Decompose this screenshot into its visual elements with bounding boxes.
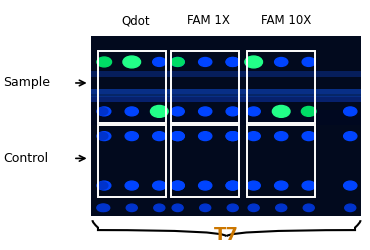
Circle shape [245,56,262,68]
Circle shape [98,107,111,116]
Circle shape [247,132,260,140]
Bar [91,96,361,102]
Circle shape [97,57,112,67]
Circle shape [171,58,184,66]
Circle shape [302,181,315,190]
Bar [248,51,315,122]
Bar [91,89,361,94]
Circle shape [98,181,111,190]
Circle shape [344,107,357,116]
Bar [91,36,361,216]
Circle shape [154,204,165,212]
Circle shape [153,181,166,190]
Circle shape [97,108,108,115]
Circle shape [226,181,239,190]
Text: Qdot: Qdot [121,14,150,27]
Bar [98,125,165,197]
Circle shape [226,181,239,190]
Text: T7: T7 [214,226,239,244]
Circle shape [226,132,239,140]
Circle shape [247,107,260,116]
Circle shape [344,181,357,190]
Circle shape [226,132,239,140]
Text: FAM 1X: FAM 1X [188,14,230,27]
Circle shape [125,132,138,140]
Circle shape [344,132,357,140]
Circle shape [99,204,110,212]
Text: Sample: Sample [3,76,50,90]
Circle shape [97,132,108,140]
Circle shape [151,106,168,117]
Circle shape [226,58,239,66]
Bar [248,125,315,197]
Circle shape [98,132,111,140]
Circle shape [125,107,138,116]
Circle shape [302,132,315,140]
Bar [171,51,239,122]
Circle shape [153,58,166,66]
Circle shape [171,132,184,140]
Circle shape [226,58,239,66]
Circle shape [275,181,288,190]
Circle shape [171,107,184,116]
Text: Control: Control [3,152,48,165]
Circle shape [153,132,166,140]
Bar [91,110,361,125]
Circle shape [275,132,288,140]
Circle shape [275,58,288,66]
Circle shape [199,181,212,190]
Circle shape [345,204,356,212]
Circle shape [200,204,211,212]
Circle shape [226,107,239,116]
Circle shape [97,204,108,212]
Circle shape [171,181,184,190]
Circle shape [272,106,290,117]
Circle shape [125,181,138,190]
Circle shape [126,204,137,212]
Circle shape [276,204,287,212]
Bar [171,125,239,197]
Circle shape [199,132,212,140]
Circle shape [227,204,238,212]
Circle shape [303,204,314,212]
Circle shape [199,58,212,66]
Circle shape [302,58,315,66]
Circle shape [199,107,212,116]
Circle shape [302,106,316,116]
Bar [98,51,165,122]
Bar [91,70,361,77]
Circle shape [171,58,184,66]
Circle shape [247,181,260,190]
Bar [91,89,361,96]
Circle shape [123,56,141,68]
Circle shape [171,181,184,190]
Text: FAM 10X: FAM 10X [261,14,311,27]
Circle shape [97,182,108,189]
Circle shape [172,204,183,212]
Circle shape [248,204,259,212]
Circle shape [171,132,184,140]
